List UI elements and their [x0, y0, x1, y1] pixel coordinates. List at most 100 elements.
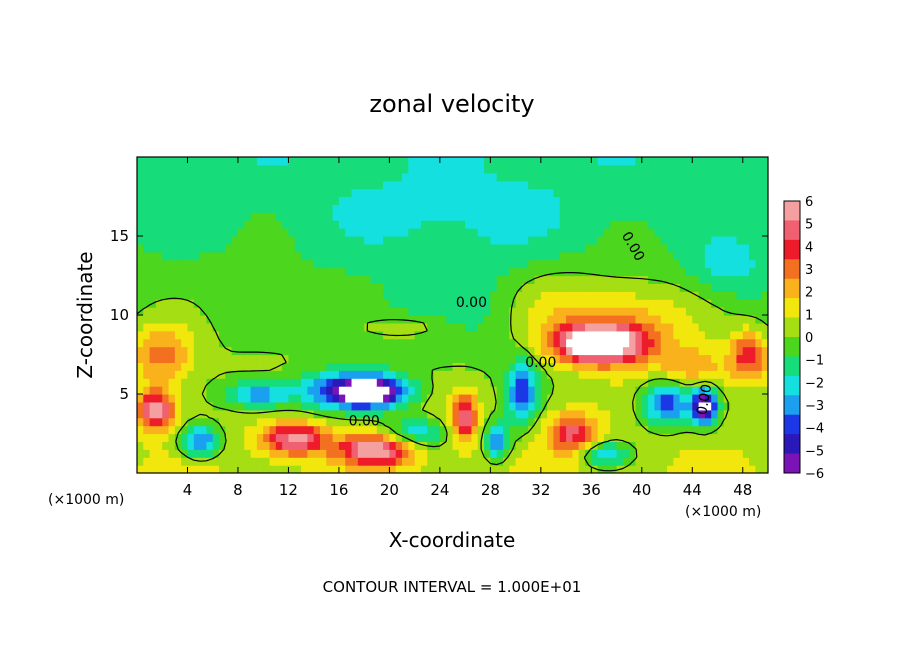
heatmap-cell — [237, 401, 245, 411]
heatmap-cell — [502, 315, 510, 324]
heatmap-cell — [402, 172, 409, 182]
heatmap-cell — [635, 394, 643, 403]
heatmap-cell — [761, 243, 768, 253]
heatmap-cell — [282, 251, 290, 261]
heatmap-cell — [250, 251, 258, 261]
heatmap-cell — [465, 354, 473, 363]
heatmap-cell — [730, 338, 738, 348]
heatmap-cell — [181, 157, 189, 166]
heatmap-cell — [433, 188, 441, 198]
heatmap-cell — [559, 417, 567, 427]
heatmap-cell — [237, 386, 245, 395]
heatmap-cell — [364, 338, 372, 348]
heatmap-cell — [635, 386, 643, 395]
heatmap-cell — [528, 354, 536, 363]
colorbar-swatch — [784, 317, 800, 338]
heatmap-cell — [446, 291, 454, 300]
heatmap-cell — [622, 315, 630, 324]
heatmap-cell — [351, 204, 359, 213]
heatmap-cell — [357, 267, 365, 277]
heatmap-cell — [471, 465, 479, 473]
heatmap-cell — [137, 362, 144, 371]
heatmap-cell — [742, 212, 750, 221]
heatmap-cell — [572, 441, 580, 450]
heatmap-cell — [427, 394, 435, 403]
heatmap-cell — [591, 346, 599, 356]
heatmap-cell — [420, 386, 428, 395]
heatmap-cell — [755, 457, 763, 466]
heatmap-cell — [502, 433, 510, 442]
heatmap-cell — [269, 425, 277, 435]
heatmap-cell — [244, 220, 252, 229]
heatmap-cell — [679, 164, 687, 174]
heatmap-cell — [181, 299, 189, 308]
heatmap-cell — [566, 204, 573, 213]
heatmap-cell — [414, 322, 422, 332]
heatmap-cell — [578, 346, 586, 356]
heatmap-cell — [319, 259, 327, 269]
heatmap-cell — [578, 394, 586, 403]
heatmap-cell — [389, 449, 397, 458]
heatmap-cell — [402, 212, 409, 221]
heatmap-cell — [357, 409, 365, 419]
heatmap-cell — [629, 315, 637, 324]
heatmap-cell — [673, 322, 681, 332]
heatmap-cell — [749, 164, 756, 174]
heatmap-cell — [635, 275, 643, 284]
heatmap-cell — [679, 275, 687, 284]
heatmap-cell — [547, 291, 555, 300]
heatmap-cell — [572, 307, 580, 316]
heatmap-cell — [282, 243, 290, 253]
heatmap-cell — [307, 243, 315, 253]
heatmap-cell — [616, 212, 624, 221]
heatmap-cell — [383, 386, 390, 395]
heatmap-cell — [749, 204, 756, 213]
heatmap-cell — [168, 212, 176, 221]
heatmap-cell — [736, 401, 744, 411]
heatmap-cell — [471, 441, 479, 450]
colorbar-swatch — [784, 337, 800, 357]
heatmap-cell — [137, 425, 144, 435]
heatmap-cell — [313, 188, 321, 198]
heatmap-cell — [641, 315, 649, 324]
heatmap-cell — [603, 409, 611, 419]
heatmap-cell — [357, 291, 365, 300]
heatmap-cell — [528, 180, 536, 190]
heatmap-cell — [433, 378, 441, 387]
heatmap-cell — [155, 283, 163, 292]
heatmap-cell — [155, 322, 163, 332]
heatmap-cell — [402, 386, 409, 395]
heatmap-cell — [288, 157, 296, 166]
heatmap-cell — [654, 449, 662, 458]
heatmap-cell — [193, 157, 201, 166]
heatmap-cell — [288, 346, 296, 356]
heatmap-cell — [566, 465, 573, 473]
heatmap-cell — [137, 172, 144, 182]
heatmap-cell — [433, 346, 441, 356]
heatmap-cell — [332, 172, 340, 182]
heatmap-cell — [553, 275, 561, 284]
heatmap-cell — [389, 180, 397, 190]
heatmap-cell — [723, 291, 731, 300]
heatmap-cell — [496, 433, 504, 442]
heatmap-cell — [465, 441, 473, 450]
heatmap-cell — [566, 394, 573, 403]
heatmap-cell — [622, 251, 630, 261]
heatmap-cell — [275, 322, 283, 332]
heatmap-cell — [534, 457, 542, 466]
heatmap-cell — [168, 346, 176, 356]
x-tick-label: 4 — [183, 481, 193, 499]
heatmap-cell — [414, 449, 422, 458]
heatmap-cell — [389, 291, 397, 300]
heatmap-cell — [553, 330, 561, 340]
heatmap-cell — [685, 157, 693, 166]
heatmap-cell — [301, 267, 308, 277]
heatmap-cell — [370, 212, 378, 221]
heatmap-cell — [730, 315, 738, 324]
heatmap-cell — [433, 307, 441, 316]
heatmap-cell — [143, 204, 151, 213]
heatmap-cell — [458, 457, 466, 466]
heatmap-cell — [275, 172, 283, 182]
heatmap-cell — [635, 172, 643, 182]
heatmap-cell — [484, 204, 491, 213]
